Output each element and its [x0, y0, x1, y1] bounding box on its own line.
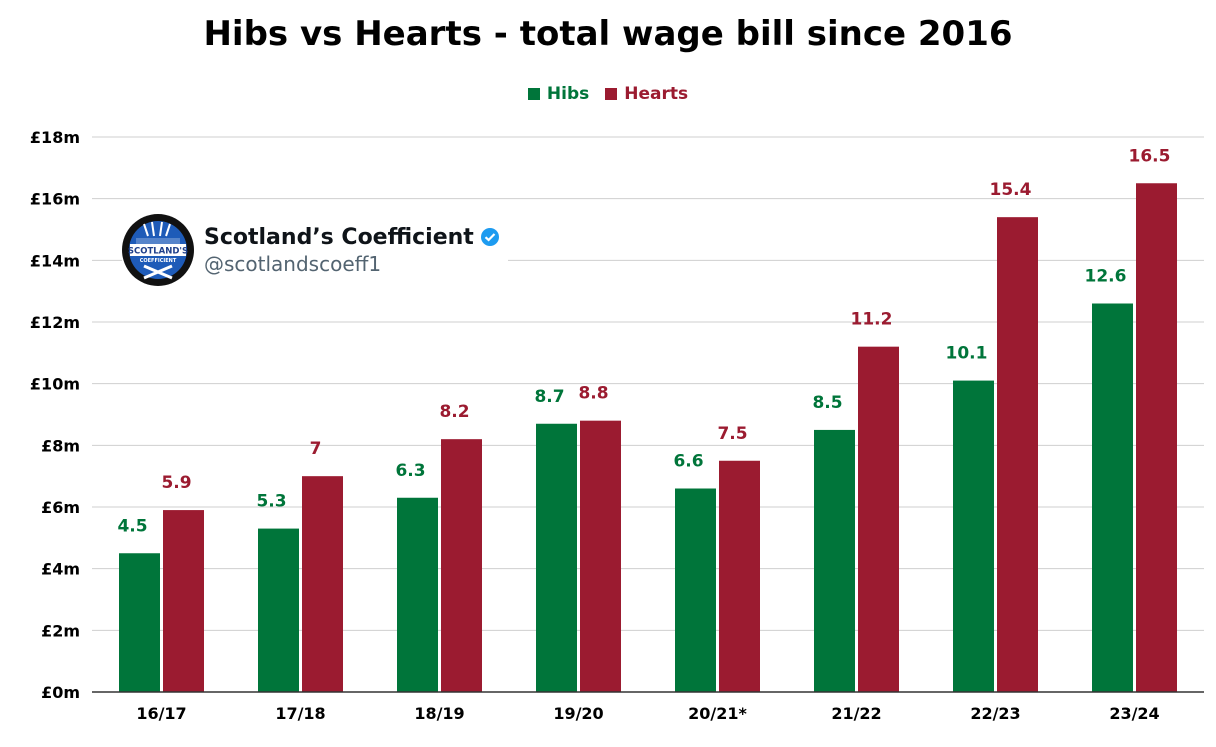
bar-hearts-2122[interactable]	[858, 346, 899, 692]
y-tick-label: £6m	[41, 498, 80, 517]
bar-hibs-1920[interactable]	[536, 423, 577, 692]
bar-hearts-2223[interactable]	[997, 217, 1038, 692]
y-tick-label: £2m	[41, 621, 80, 640]
legend-swatch-hibs	[527, 88, 540, 100]
y-tick-label: £18m	[30, 128, 80, 147]
data-label: 4.5	[117, 516, 147, 536]
bar-hibs-1617[interactable]	[119, 553, 160, 692]
data-label: 16.5	[1129, 146, 1171, 166]
x-tick-label: 17/18	[275, 704, 325, 723]
x-tick-label: 20/21*	[688, 704, 747, 723]
watermark-name: Scotland’s Coefficient	[204, 224, 474, 250]
data-label: 7	[310, 439, 322, 459]
chart-title: Hibs vs Hearts - total wage bill since 2…	[203, 14, 1013, 54]
legend-label-hearts: Hearts	[624, 84, 689, 104]
y-tick-label: £8m	[41, 436, 80, 455]
bar-hearts-2324[interactable]	[1136, 183, 1177, 692]
watermark: SCOTLAND'S COEFFICIENT Scotland’s Coeffi…	[122, 212, 508, 288]
data-label: 8.2	[439, 402, 469, 422]
bar-hibs-2021[interactable]	[675, 488, 716, 693]
bar-hearts-2021[interactable]	[719, 460, 760, 692]
legend-label-hibs: Hibs	[546, 84, 590, 104]
verified-badge-icon	[480, 228, 499, 246]
bar-hibs-2324[interactable]	[1092, 303, 1133, 693]
legend-item-hibs[interactable]: Hibs	[527, 84, 590, 104]
y-tick-label: £12m	[30, 313, 80, 332]
svg-text:SCOTLAND'S: SCOTLAND'S	[128, 247, 188, 257]
bar-hibs-2223[interactable]	[953, 380, 994, 692]
bar-hibs-1819[interactable]	[397, 497, 438, 692]
legend: Hibs Hearts	[0, 84, 1216, 104]
svg-text:COEFFICIENT: COEFFICIENT	[140, 258, 177, 264]
data-label: 8.5	[812, 393, 842, 413]
x-tick-label: 16/17	[136, 704, 186, 723]
watermark-text: Scotland’s Coefficient @scotlandscoeff1	[204, 225, 500, 276]
legend-item-hearts[interactable]: Hearts	[605, 84, 688, 104]
x-tick-label: 23/24	[1109, 704, 1159, 723]
bar-hibs-2122[interactable]	[814, 429, 855, 692]
data-label: 8.8	[578, 384, 608, 404]
y-tick-label: £16m	[30, 190, 80, 209]
x-axis-ticks: 16/17 17/18 18/19 19/20 20/21* 21/22 22/23 23/2…	[136, 704, 1159, 723]
data-label: 5.3	[256, 492, 286, 512]
x-tick-label: 22/23	[970, 704, 1020, 723]
bar-hearts-1718[interactable]	[302, 476, 343, 692]
bar-hibs-1718[interactable]	[258, 528, 299, 692]
y-tick-label: £0m	[41, 683, 80, 702]
x-tick-label: 19/20	[553, 704, 603, 723]
x-tick-label: 21/22	[831, 704, 881, 723]
legend-swatch-hearts	[605, 88, 618, 100]
data-label: 5.9	[161, 473, 191, 493]
data-label: 7.5	[717, 424, 747, 444]
y-tick-label: £4m	[41, 560, 80, 579]
y-tick-label: £10m	[30, 375, 80, 394]
scotlands-coefficient-logo-icon: SCOTLAND'S COEFFICIENT	[122, 214, 194, 286]
y-axis-ticks: £0m £2m £4m £6m £8m £10m £12m £14m £16m £18m	[30, 128, 80, 702]
bars: 4.5 5.9 5.3 7 6.3 8.2 8.7 8.8 6.6 7.5 8.5 11.2 10.1 1…	[117, 146, 1177, 692]
data-label: 10.1	[946, 344, 988, 364]
data-label: 11.2	[851, 310, 893, 330]
data-label: 12.6	[1085, 267, 1127, 287]
data-label: 6.3	[395, 461, 425, 481]
bar-hearts-1920[interactable]	[580, 420, 621, 692]
data-label: 8.7	[534, 387, 564, 407]
data-label: 6.6	[673, 452, 703, 472]
watermark-name-row: Scotland’s Coefficient	[204, 225, 500, 250]
bar-hearts-1819[interactable]	[441, 439, 482, 692]
y-tick-label: £14m	[30, 251, 80, 270]
watermark-handle: @scotlandscoeff1	[204, 251, 382, 276]
x-tick-label: 18/19	[414, 704, 464, 723]
data-label: 15.4	[990, 180, 1032, 200]
bar-hearts-1617[interactable]	[163, 510, 204, 692]
